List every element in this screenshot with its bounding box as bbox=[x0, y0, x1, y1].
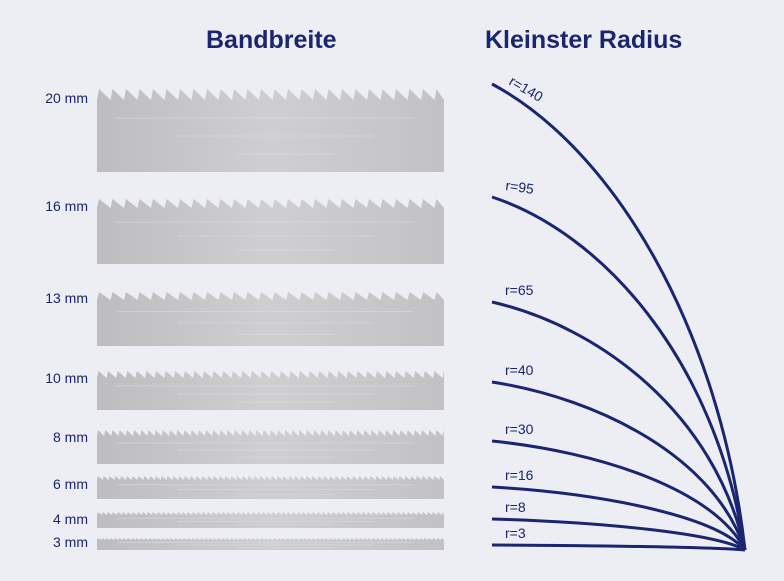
radius-arc bbox=[491, 380, 747, 551]
saw-blade bbox=[97, 199, 444, 264]
radius-curve-95: r=95 bbox=[491, 177, 747, 551]
blade-width-label: 10 mm bbox=[45, 370, 88, 386]
blade-3mm: 3 mm bbox=[53, 534, 444, 550]
blade-16mm: 16 mm bbox=[45, 198, 444, 264]
radius-arc bbox=[491, 485, 747, 551]
heading-bandbreite: Bandbreite bbox=[206, 26, 337, 54]
radius-arc bbox=[491, 82, 747, 551]
blade-6mm: 6 mm bbox=[53, 476, 444, 499]
blade-width-label: 6 mm bbox=[53, 476, 88, 492]
blade-width-label: 4 mm bbox=[53, 511, 88, 527]
blade-4mm: 4 mm bbox=[53, 511, 444, 528]
radius-curve-65: r=65 bbox=[491, 282, 747, 551]
radius-label: r=95 bbox=[505, 177, 536, 197]
radius-arc bbox=[491, 195, 747, 551]
radius-curve-3: r=3 bbox=[491, 525, 746, 552]
blade-width-label: 13 mm bbox=[45, 290, 88, 306]
radius-label: r=16 bbox=[505, 467, 534, 483]
radius-label: r=65 bbox=[505, 282, 534, 298]
blade-width-label: 8 mm bbox=[53, 429, 88, 445]
blade-13mm: 13 mm bbox=[45, 290, 444, 346]
radius-label: r=3 bbox=[505, 525, 526, 541]
radius-arc bbox=[491, 300, 747, 551]
radius-label: r=40 bbox=[505, 362, 534, 378]
radius-curve-40: r=40 bbox=[491, 362, 747, 551]
saw-blade bbox=[97, 292, 444, 346]
radius-arc bbox=[491, 543, 746, 552]
heading-kleinster-radius: Kleinster Radius bbox=[485, 26, 683, 54]
radius-arc bbox=[491, 517, 746, 552]
radius-label: r=140 bbox=[507, 73, 547, 105]
saw-blade bbox=[97, 538, 444, 550]
blade-width-label: 20 mm bbox=[45, 90, 88, 106]
saw-blade bbox=[97, 371, 445, 410]
saw-blade bbox=[97, 476, 444, 499]
radius-curve-8: r=8 bbox=[491, 499, 746, 552]
blade-20mm: 20 mm bbox=[45, 89, 444, 172]
blade-width-label: 16 mm bbox=[45, 198, 88, 214]
saw-blade bbox=[97, 89, 444, 172]
radius-label: r=8 bbox=[505, 499, 526, 515]
radius-curve-30: r=30 bbox=[491, 421, 747, 551]
radius-label: r=30 bbox=[505, 421, 534, 437]
blade-width-label: 3 mm bbox=[53, 534, 88, 550]
blade-10mm: 10 mm bbox=[45, 370, 445, 410]
saw-blade bbox=[97, 430, 444, 464]
saw-blade bbox=[97, 512, 444, 528]
radius-curve-16: r=16 bbox=[491, 467, 747, 551]
radius-arc bbox=[491, 439, 747, 551]
blade-8mm: 8 mm bbox=[53, 429, 444, 464]
